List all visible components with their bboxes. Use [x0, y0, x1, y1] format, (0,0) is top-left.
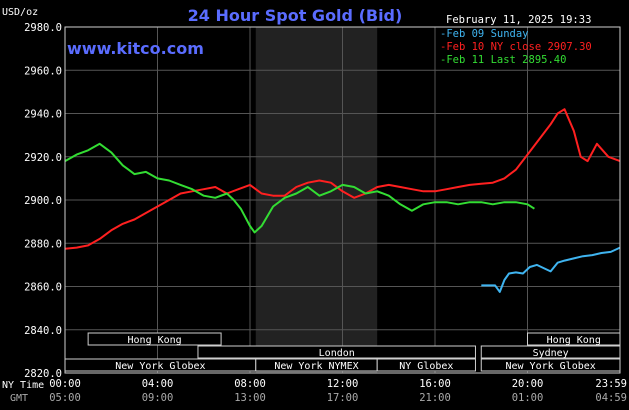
session-label: New York Globex	[115, 361, 205, 372]
legend-entry: -Feb 10 NY close 2907.30	[440, 41, 592, 53]
x-tick-ny: 12:00	[327, 378, 359, 390]
y-tick-label: 2920.0	[24, 152, 62, 164]
legend-entry: -Feb 09 Sunday	[440, 28, 529, 40]
session-label: Sydney	[533, 348, 569, 359]
x-tick-ny: 04:00	[142, 378, 174, 390]
ny-time-label: NY Time	[2, 380, 44, 391]
y-tick-label: 2840.0	[24, 325, 62, 337]
x-tick-ny: 08:00	[234, 378, 266, 390]
x-tick-ny: 23:59	[595, 378, 627, 390]
x-tick-gmt: 05:00	[49, 392, 81, 404]
session-bar	[376, 358, 476, 372]
unit-label: USD/oz	[2, 7, 38, 18]
x-tick-gmt: 13:00	[234, 392, 266, 404]
y-tick-label: 2880.0	[24, 238, 62, 250]
y-axis: 2820.0 2840.0 2860.0 2880.0 2900.0 2920.0 2940…	[24, 22, 62, 380]
x-tick-ny: 20:00	[512, 378, 544, 390]
gmt-label: GMT	[10, 393, 28, 404]
session-label: London	[319, 348, 355, 359]
x-tick-gmt: 17:00	[327, 392, 359, 404]
y-tick-label: 2960.0	[24, 65, 62, 77]
x-tick-gmt: 21:00	[419, 392, 451, 404]
x-tick-gmt: 01:00	[512, 392, 544, 404]
y-tick-label: 2980.0	[24, 22, 62, 34]
legend: -Feb 09 Sunday-Feb 10 NY close 2907.30-F…	[440, 28, 592, 66]
site-watermark: www.kitco.com	[67, 39, 204, 58]
y-tick-label: 2940.0	[24, 109, 62, 121]
series-line-2	[64, 108, 621, 250]
x-axis: NY Time GMT 00:00 05:00 04:00 09:00 08:00 13:00…	[2, 378, 627, 404]
session-label: NY Globex	[399, 361, 453, 372]
session-label: New York Globex	[505, 361, 595, 372]
session-bar	[87, 332, 222, 346]
chart-title: 24 Hour Spot Gold (Bid)	[188, 6, 403, 25]
session-label: New York NYMEX	[274, 361, 358, 372]
legend-entry: -Feb 11 Last 2895.40	[440, 54, 566, 66]
x-tick-ny: 00:00	[49, 378, 81, 390]
session-bar	[197, 345, 476, 359]
plot-frame	[64, 26, 621, 374]
y-tick-label: 2900.0	[24, 195, 62, 207]
x-tick-gmt: 09:00	[142, 392, 174, 404]
y-tick-label: 2820.0	[24, 368, 62, 380]
x-tick-ny: 16:00	[419, 378, 451, 390]
session-label: Hong Kong	[547, 335, 601, 346]
x-tick-gmt: 04:59	[595, 392, 627, 404]
session-label: Hong Kong	[128, 335, 182, 346]
y-tick-label: 2860.0	[24, 282, 62, 294]
series-line-1	[481, 246, 621, 293]
datetime-stamp: February 11, 2025 19:33	[446, 14, 591, 26]
series-line-3	[64, 142, 535, 234]
